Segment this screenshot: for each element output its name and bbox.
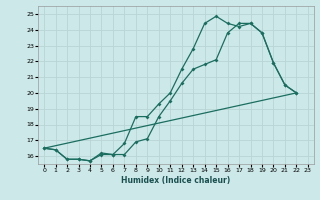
X-axis label: Humidex (Indice chaleur): Humidex (Indice chaleur)	[121, 176, 231, 185]
